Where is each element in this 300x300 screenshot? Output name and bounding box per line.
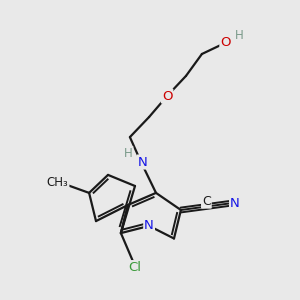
Text: N: N (144, 219, 154, 232)
Text: H: H (235, 29, 244, 42)
Text: O: O (162, 89, 172, 103)
Text: CH₃: CH₃ (47, 176, 68, 189)
Text: N: N (138, 155, 147, 169)
Text: Cl: Cl (128, 261, 142, 274)
Text: C: C (202, 195, 211, 208)
Text: N: N (230, 196, 240, 210)
Text: O: O (220, 35, 231, 49)
Text: H: H (124, 146, 133, 160)
